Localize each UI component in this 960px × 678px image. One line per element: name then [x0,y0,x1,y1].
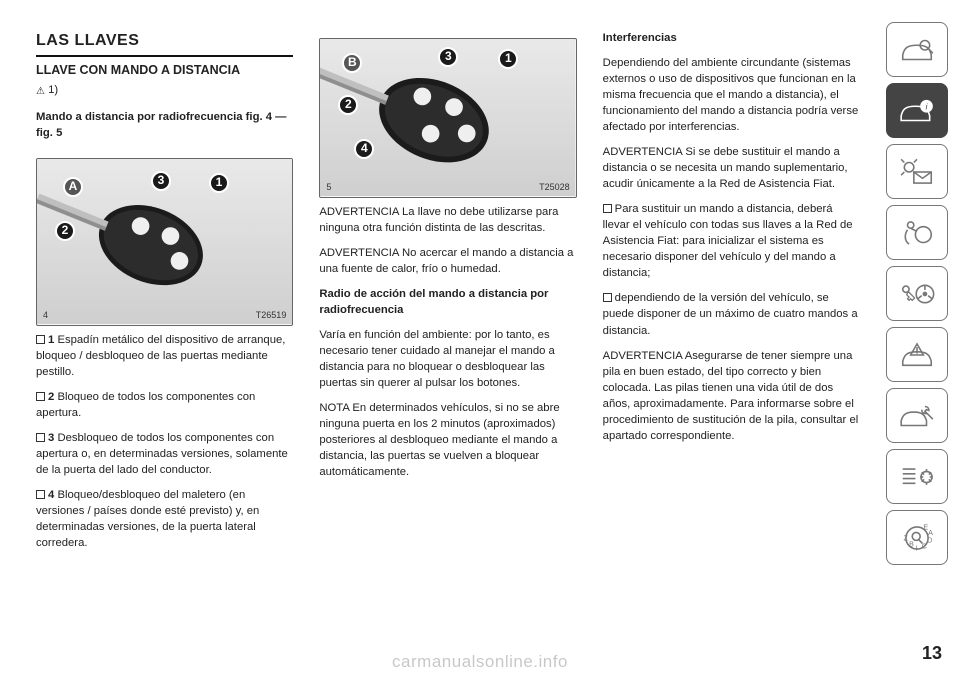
svg-text:I: I [915,544,917,552]
tab-airbag-icon[interactable] [886,205,948,260]
column-3: Interferencias Dependiendo del ambiente … [603,30,860,648]
tab-index-icon[interactable]: BZICDAE [886,510,948,565]
figure-5: B 3 1 2 4 5 T25028 [319,38,576,198]
callout-A: A [63,177,83,197]
item-2: 2 Bloqueo de todos los componentes con a… [36,389,293,421]
tab-car-warning-icon[interactable] [886,327,948,382]
tab-car-wrench-icon[interactable] [886,388,948,443]
fig5-num: 5 [326,181,331,194]
page-number: 13 [922,643,942,664]
watermark: carmanualsonline.info [392,652,568,672]
tab-car-info-icon[interactable]: i [886,83,948,138]
footnote-ref: ⚠ 1) [36,82,293,99]
tab-car-search-icon[interactable] [886,22,948,77]
heading-remote-key: LLAVE CON MANDO A DISTANCIA [36,63,293,79]
tab-list-gear-icon[interactable] [886,449,948,504]
item-3: 3 Desbloqueo de todos los componentes co… [36,430,293,478]
section-tabs: i BZICDAE [886,22,948,565]
callout-1: 1 [209,173,229,193]
fig5-code: T25028 [539,181,570,194]
item-4: 4 Bloqueo/desbloqueo del maletero (en ve… [36,487,293,551]
callout-2: 2 [55,221,75,241]
column-1: LAS LLAVES LLAVE CON MANDO A DISTANCIA ⚠… [36,30,293,648]
bullet-replace: Para sustituir un mando a distancia, deb… [603,201,860,281]
item-3-text: Desbloqueo de todos los componentes con … [36,432,288,476]
warning-heat-cold: ADVERTENCIA No acercar el mando a distan… [319,245,576,277]
svg-text:B: B [909,540,914,548]
item-1-text: Espadín metálico del dispositivo de arra… [36,334,285,378]
svg-text:A: A [928,528,933,536]
item-1: 1 Espadín metálico del dispositivo de ar… [36,332,293,380]
bullet-replace-text: Para sustituir un mando a distancia, deb… [603,203,853,279]
svg-text:E: E [923,523,928,531]
note-autolock: NOTA En determinados vehículos, si no se… [319,400,576,480]
svg-text:D: D [927,536,932,544]
figure-4: A 3 1 2 4 T26519 [36,158,293,326]
tab-light-mail-icon[interactable] [886,144,948,199]
subhead-range: Radio de acción del mando a distancia po… [319,286,576,318]
column-2: B 3 1 2 4 5 T25028 ADVERTENCIA La llave … [319,30,576,648]
subhead-interference: Interferencias [603,30,860,46]
item-3-num: 3 [48,432,54,444]
interference-text: Dependiendo del ambiente circundante (si… [603,55,860,135]
tab-key-wheel-icon[interactable] [886,266,948,321]
footnote-num: 1) [48,84,58,96]
item-4-num: 4 [48,489,54,501]
svg-text:Z: Z [904,534,909,542]
callout-3: 3 [151,171,171,191]
warning-key-use: ADVERTENCIA La llave no debe utilizarse … [319,204,576,236]
item-2-text: Bloqueo de todos los componentes con ape… [36,391,255,419]
warning-battery: ADVERTENCIA Asegurarse de tener siempre … [603,348,860,444]
bullet-four-remotes: dependiendo de la versión del vehículo, … [603,290,860,338]
heading-keys: LAS LLAVES [36,30,293,57]
range-text: Varía en función del ambiente: por lo ta… [319,327,576,391]
fig4-num: 4 [43,309,48,322]
item-4-text: Bloqueo/desbloqueo del maletero (en vers… [36,489,259,549]
subhead-rf-remote: Mando a distancia por radiofrecuencia fi… [36,109,293,141]
item-2-num: 2 [48,391,54,403]
item-1-num: 1 [48,334,54,346]
fig4-code: T26519 [256,309,287,322]
warning-replace: ADVERTENCIA Si se debe sustituir el mand… [603,144,860,192]
bullet-four-text: dependiendo de la versión del vehículo, … [603,292,858,336]
